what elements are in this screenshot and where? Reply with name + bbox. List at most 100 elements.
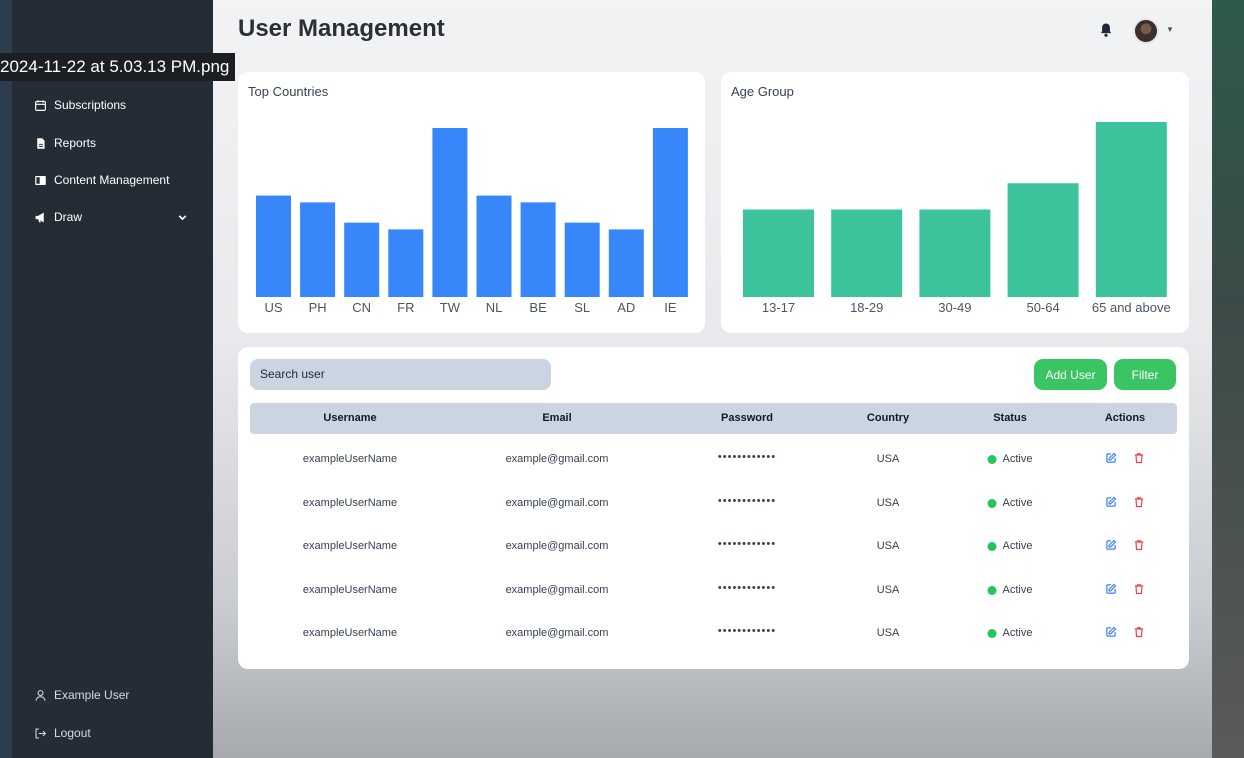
tick-label: 30-49	[938, 300, 971, 315]
status-badge: Active	[987, 540, 1033, 552]
sidebar-item-example-user[interactable]: Example User	[34, 688, 129, 702]
status-dot	[987, 498, 997, 508]
edit-icon[interactable]	[1105, 583, 1117, 595]
chevron-down-icon[interactable]	[176, 211, 189, 224]
cell-password: ••••••••••••	[717, 538, 777, 550]
megaphone-icon	[35, 212, 44, 222]
table-header: Username Email Password Country Status A…	[250, 403, 1177, 434]
column-header-email: Email	[542, 412, 572, 424]
sidebar-item-label: Reports	[54, 136, 97, 150]
calendar-icon	[35, 99, 46, 111]
cell-password: ••••••••••••	[717, 495, 777, 507]
tick-label: BE	[529, 300, 547, 315]
sidebar-item-draw[interactable]: Draw	[34, 210, 189, 224]
status-badge: Active	[987, 627, 1033, 639]
status-badge: Active	[987, 497, 1033, 509]
tick-label: NL	[486, 300, 503, 315]
bar-tw	[432, 128, 468, 297]
status-label: Active	[1002, 497, 1033, 509]
bar-be	[520, 202, 556, 297]
window-title: 2024-11-22 at 5.03.13 PM.png	[0, 53, 236, 81]
cell-email: example@gmail.com	[505, 453, 609, 465]
status-dot	[987, 454, 997, 464]
sidebar-item-content-management[interactable]: Content Management	[34, 173, 169, 187]
status-badge: Active	[987, 584, 1032, 596]
column-header-username: Username	[323, 412, 377, 424]
layout-icon	[35, 175, 46, 185]
delete-icon[interactable]	[1133, 452, 1145, 464]
add-user-button[interactable]: Add User	[1034, 359, 1107, 390]
bar-sl	[564, 222, 600, 297]
delete-icon[interactable]	[1133, 496, 1145, 508]
filter-button[interactable]: Filter	[1114, 359, 1176, 390]
users-table-card: Search user Add User Filter Username Ema…	[238, 347, 1189, 669]
table-row: exampleUserName example@gmail.com ••••••••…	[250, 483, 1177, 527]
sidebar-item-label: Subscriptions	[54, 98, 127, 112]
tick-label: 13-17	[762, 300, 795, 315]
tick-label: 50-64	[1026, 300, 1059, 315]
tick-label: TW	[440, 300, 461, 315]
main-content: User Management ▼ Top Countries US PH CN FR…	[213, 0, 1212, 758]
edit-icon[interactable]	[1105, 496, 1117, 508]
bar-50-64	[1007, 183, 1079, 297]
tick-label: US	[264, 300, 282, 315]
status-dot	[987, 585, 997, 595]
row-actions	[1105, 626, 1145, 638]
bar-30-49	[919, 209, 991, 297]
logout-icon	[35, 728, 47, 738]
sidebar-item-reports[interactable]: Reports	[34, 136, 96, 150]
user-icon	[35, 689, 46, 701]
logout-button[interactable]: Logout	[34, 726, 91, 740]
chart-title: Top Countries	[248, 84, 329, 99]
cell-username: exampleUserName	[302, 540, 398, 552]
desktop-edge	[1212, 0, 1244, 758]
sidebar-item-label: Draw	[54, 210, 83, 224]
tick-label: 65 and above	[1092, 300, 1171, 315]
edit-icon[interactable]	[1105, 452, 1117, 464]
status-label: Active	[1002, 627, 1033, 639]
cell-password: ••••••••••••	[717, 582, 777, 594]
page-title: User Management	[238, 15, 445, 42]
bar-us	[256, 195, 291, 297]
column-header-status: Status	[993, 412, 1027, 424]
chevron-down-icon[interactable]: ▼	[1166, 25, 1174, 34]
row-actions	[1105, 496, 1145, 508]
bar-cn	[344, 222, 380, 297]
bell-icon[interactable]	[1099, 22, 1113, 38]
cell-country: USA	[876, 497, 900, 509]
tick-label: PH	[309, 300, 327, 315]
cell-email: example@gmail.com	[505, 627, 609, 639]
tick-label: 18-29	[850, 300, 883, 315]
sidebar-item-label: Content Management	[54, 173, 170, 187]
cell-password: ••••••••••••	[717, 451, 777, 463]
delete-icon[interactable]	[1133, 583, 1145, 595]
chart-title: Age Group	[731, 84, 794, 99]
column-header-password: Password	[721, 412, 773, 424]
delete-icon[interactable]	[1133, 626, 1145, 638]
delete-icon[interactable]	[1133, 539, 1145, 551]
status-label: Active	[1002, 540, 1033, 552]
document-icon	[37, 137, 45, 149]
tick-label: FR	[397, 300, 414, 315]
cell-country: USA	[876, 627, 900, 639]
tick-label: CN	[352, 300, 371, 315]
cell-country: USA	[876, 540, 900, 552]
age-group-chart: Age Group 13-17 18-29 30-49 50-64 65 and abo…	[721, 72, 1189, 333]
edit-icon[interactable]	[1105, 626, 1117, 638]
top-countries-chart: Top Countries US PH CN FR TW NL BE SL AD IE	[238, 72, 705, 333]
edit-icon[interactable]	[1105, 539, 1117, 551]
bar-13-17	[743, 209, 814, 297]
top-countries-bars: US PH CN FR TW NL BE SL AD IE	[256, 128, 688, 315]
sidebar-item-subscriptions[interactable]: Subscriptions	[34, 98, 126, 112]
bar-nl	[476, 195, 512, 297]
bar-ie	[652, 128, 688, 297]
bar-18-29	[831, 209, 903, 297]
search-input[interactable]: Search user	[250, 359, 551, 390]
table-row: exampleUserName example@gmail.com ••••••••…	[250, 570, 1177, 614]
avatar[interactable]	[1133, 18, 1159, 44]
sidebar: Subscriptions Reports Content Management…	[12, 0, 213, 758]
bar-fr	[388, 229, 424, 297]
cell-username: exampleUserName	[302, 497, 398, 509]
row-actions	[1105, 452, 1145, 464]
bar-ad	[608, 229, 644, 297]
